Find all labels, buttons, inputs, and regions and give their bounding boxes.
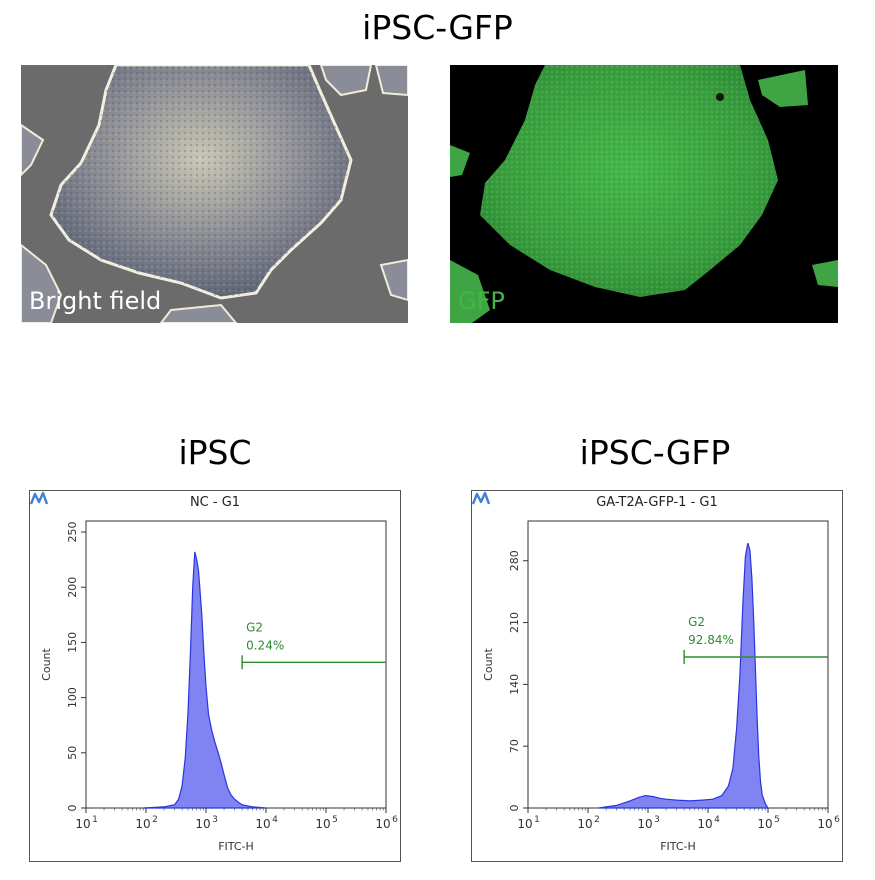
flow-cytometry-logo-icon <box>472 491 491 505</box>
gfp-label: GFP <box>458 287 505 315</box>
figure-title: iPSC-GFP <box>362 8 513 47</box>
y-tick-label: 150 <box>66 632 79 653</box>
x-tick-exponent: 4 <box>272 815 278 825</box>
y-tick-label: 50 <box>66 746 79 760</box>
x-tick-exponent: 3 <box>654 815 660 825</box>
x-tick-label: 10 <box>255 817 270 831</box>
x-tick-exponent: 5 <box>332 815 338 825</box>
x-tick-exponent: 1 <box>534 815 540 825</box>
gfp-micrograph <box>450 65 838 323</box>
x-tick-label: 10 <box>195 817 210 831</box>
x-tick-label: 10 <box>697 817 712 831</box>
y-axis-label: Count <box>482 647 495 680</box>
x-tick-exponent: 2 <box>594 815 600 825</box>
y-tick-label: 200 <box>66 577 79 598</box>
histogram-panel-ipsc: NC - G1 0 50 100 150 200 250 10 1 10 2 10 3 10 4 10 5 10… <box>29 490 401 862</box>
x-tick-exponent: 3 <box>212 815 218 825</box>
chart-1-heading: iPSC <box>178 433 252 472</box>
x-tick-label: 10 <box>375 817 390 831</box>
histogram-series <box>143 551 267 809</box>
y-axis-label: Count <box>40 647 53 680</box>
flow-cytometry-logo-icon <box>30 491 49 505</box>
x-tick-label: 10 <box>135 817 150 831</box>
gate-percent-label: 0.24% <box>246 638 284 652</box>
x-axis-label: FITC-H <box>218 840 254 853</box>
y-tick-label: 0 <box>66 805 79 812</box>
y-tick-label: 140 <box>508 674 521 695</box>
brightfield-image: Bright field <box>21 65 408 323</box>
x-tick-exponent: 5 <box>774 815 780 825</box>
plot-frame <box>527 520 829 809</box>
y-tick-label: 250 <box>66 522 79 543</box>
y-tick-label: 0 <box>508 805 521 812</box>
chart-2-title: GA-T2A-GFP-1 - G1 <box>596 495 718 510</box>
gfp-image: GFP <box>450 65 838 323</box>
x-tick-exponent: 1 <box>92 815 98 825</box>
histogram-panel-ipsc-gfp: GA-T2A-GFP-1 - G1 0 70 140 210 280 10 1 10 2 10 3 1… <box>471 490 843 862</box>
y-tick-label: 70 <box>508 739 521 753</box>
x-tick-exponent: 6 <box>834 815 840 825</box>
x-tick-exponent: 6 <box>392 815 398 825</box>
y-tick-label: 100 <box>66 687 79 708</box>
chart-1-title: NC - G1 <box>189 495 241 510</box>
gate-name-label: G2 <box>688 615 705 629</box>
x-tick-label: 10 <box>315 817 330 831</box>
histogram-series <box>598 542 770 809</box>
y-tick-label: 280 <box>508 550 521 571</box>
x-tick-label: 10 <box>757 817 772 831</box>
x-axis-label: FITC-H <box>660 840 696 853</box>
y-tick-label: 210 <box>508 612 521 633</box>
gate-name-label: G2 <box>246 620 263 634</box>
gate-percent-label: 92.84% <box>688 633 734 647</box>
x-tick-label: 10 <box>517 817 532 831</box>
x-tick-label: 10 <box>577 817 592 831</box>
x-tick-exponent: 2 <box>152 815 158 825</box>
x-tick-label: 10 <box>637 817 652 831</box>
plot-frame <box>85 520 387 809</box>
chart-2-heading: iPSC-GFP <box>579 433 731 472</box>
brightfield-micrograph <box>21 65 408 323</box>
brightfield-label: Bright field <box>29 287 162 315</box>
x-tick-label: 10 <box>75 817 90 831</box>
x-tick-label: 10 <box>817 817 832 831</box>
x-tick-exponent: 4 <box>714 815 720 825</box>
